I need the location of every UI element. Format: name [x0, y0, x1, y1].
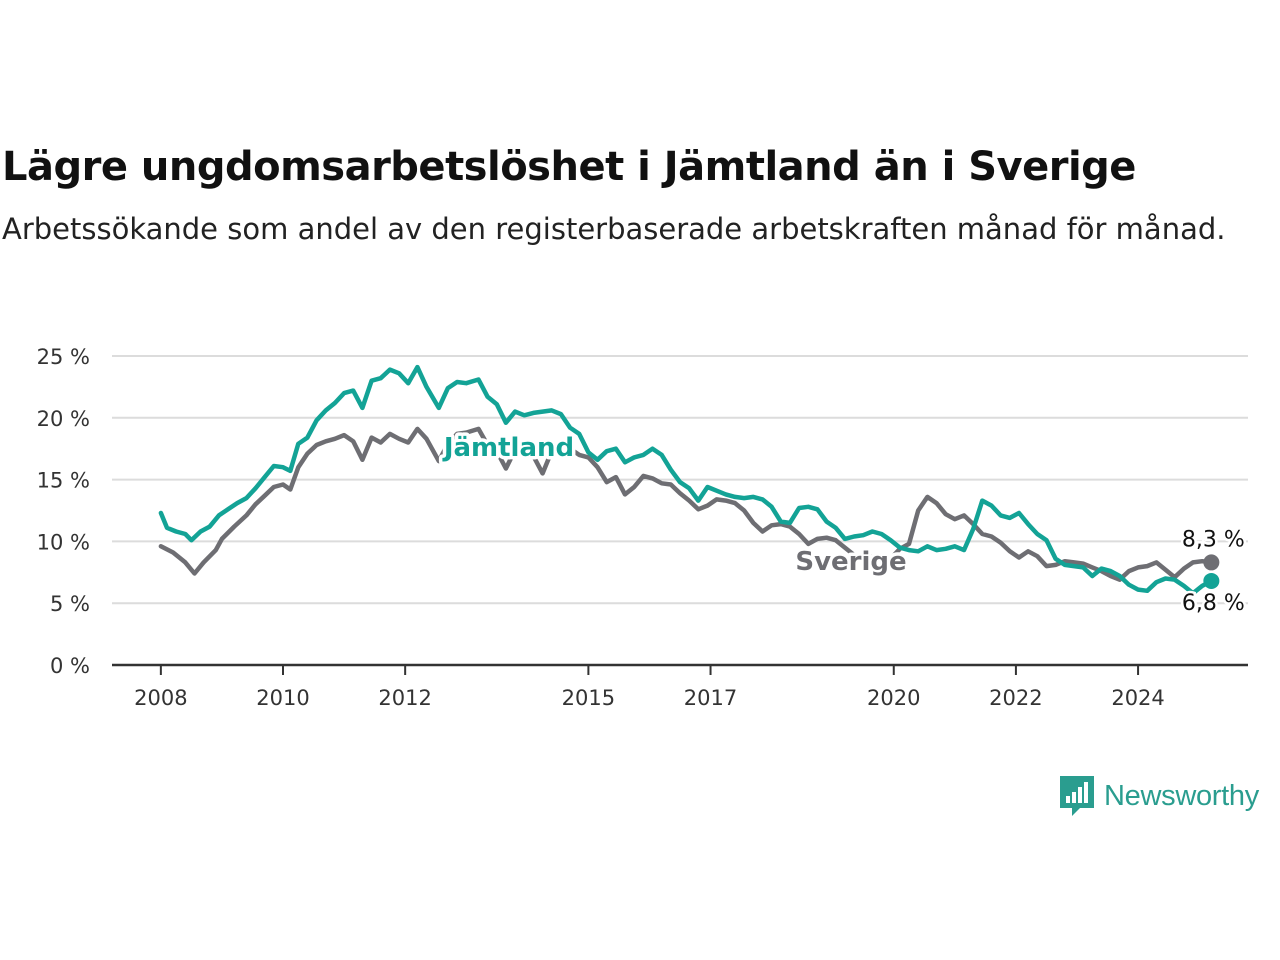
x-tick-label: 2010	[256, 686, 309, 710]
chart-subtitle: Arbetssökande som andel av den registerb…	[2, 212, 1226, 246]
y-tick-label: 0 %	[50, 654, 90, 678]
series-end-value: 8,3 %	[1182, 527, 1245, 552]
series-end-point	[1203, 554, 1220, 571]
brand-name: Newsworthy	[1104, 779, 1259, 812]
series-line-jämtland	[158, 364, 1214, 596]
y-axis: 0 % 5 % 10 % 15 % 20 % 25 %	[37, 345, 90, 678]
x-tick-label: 2015	[562, 686, 615, 710]
series-lines	[158, 364, 1214, 596]
y-tick-label: 25 %	[37, 345, 90, 369]
x-tick-label: 2024	[1111, 686, 1164, 710]
y-tick-label: 5 %	[50, 592, 90, 616]
x-tick-label: 2008	[134, 686, 187, 710]
y-tick-label: 15 %	[37, 469, 90, 493]
x-tick-label: 2012	[378, 686, 431, 710]
x-tick-label: 2022	[989, 686, 1042, 710]
newsworthy-logo-icon	[1060, 776, 1094, 816]
newsworthy-brand: Newsworthy	[1058, 774, 1259, 818]
chart-title: Lägre ungdomsarbetslöshet i Jämtland än …	[2, 144, 1136, 190]
x-tick-label: 2020	[867, 686, 920, 710]
x-axis: 2008 2010 2012 2015 2017 2020 2022 2024	[112, 663, 1248, 710]
series-name-label: Sverige	[795, 547, 906, 577]
series-end-point	[1203, 572, 1220, 589]
y-tick-label: 10 %	[37, 530, 90, 554]
x-tick-label: 2017	[684, 686, 737, 710]
series-labels: Jämtland Sverige 8,3 % 6,8 %	[438, 430, 1247, 619]
series-line-sverige	[158, 426, 1214, 582]
series-end-value: 6,8 %	[1182, 591, 1245, 616]
series-name-label: Jämtland	[442, 433, 574, 463]
y-tick-label: 20 %	[37, 407, 90, 431]
